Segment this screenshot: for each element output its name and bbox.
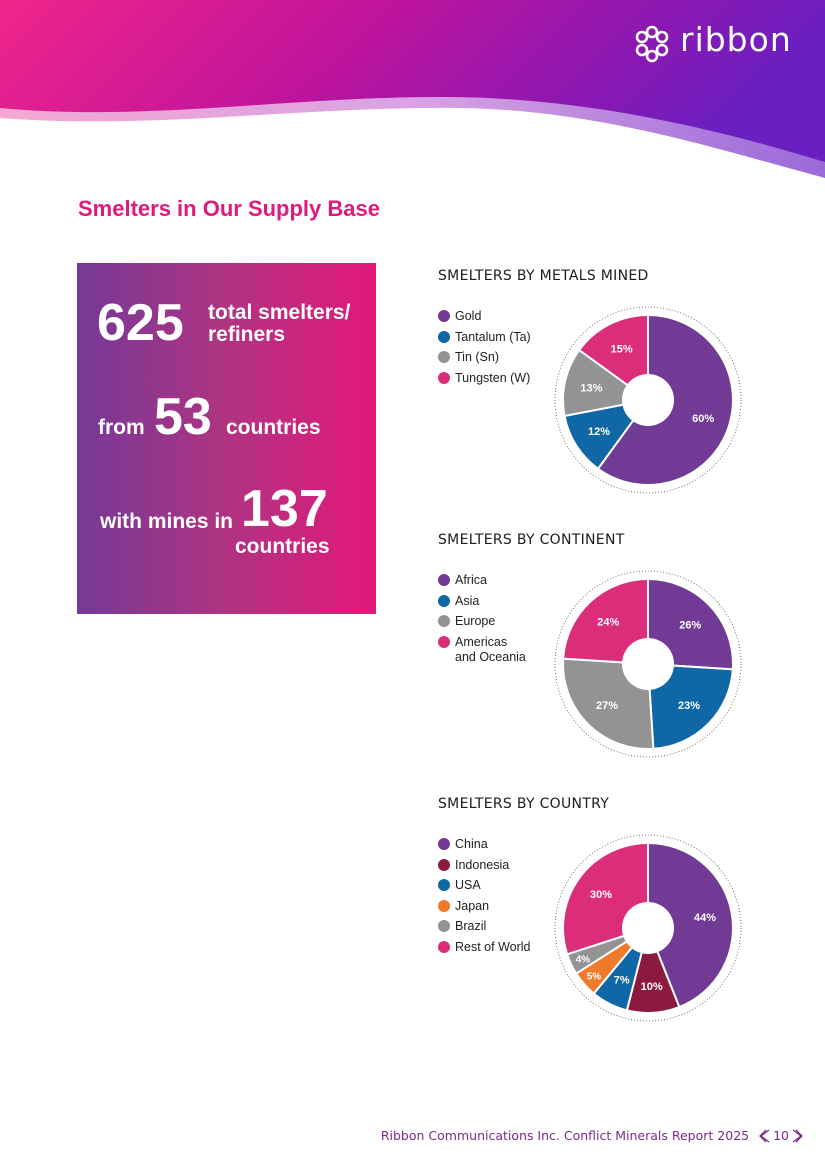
chart-title: SMELTERS BY CONTINENT [438,532,625,548]
brand-name: ribbon [680,20,792,59]
legend-label: Asia [455,593,480,608]
chart-legend: Gold Tantalum (Ta) Tin (Sn) Tungsten (W) [438,309,531,391]
slice-value-label: 44% [694,912,716,924]
legend-label: Tungsten (W) [455,370,531,385]
slice-value-label: 12% [588,426,610,438]
legend-item: Europe [438,614,526,635]
chart-legend: Africa Asia Europe Americas and Oceania [438,573,526,671]
slice-value-label: 13% [580,382,602,394]
total-label-line2: refiners [208,323,286,346]
chart-outer-ring [554,570,742,758]
legend-item: Rest of World [438,940,531,961]
chart-title: SMELTERS BY COUNTRY [438,796,610,812]
mines-number: 137 [241,480,328,538]
legend-item: China [438,837,531,858]
legend-swatch [438,858,450,871]
legend-item: Tantalum (Ta) [438,330,531,351]
legend-label: Americas [455,634,508,649]
legend-label: Tantalum (Ta) [455,329,531,344]
legend-label: Africa [455,573,487,587]
from-word: from [98,416,145,439]
legend-label: Gold [455,309,482,323]
mines-prefix: with mines in [100,510,234,533]
slice-value-label: 4% [576,955,591,966]
chart-legend: China Indonesia USA Japan Brazil Rest of… [438,837,531,961]
legend-swatch [438,635,450,648]
slice-value-label: 15% [611,343,633,355]
chart-outer-ring [554,834,742,1022]
legend-label: Rest of World [455,939,531,954]
legend-label: China [455,837,488,851]
slice-value-label: 5% [587,972,602,983]
legend-item: Tin (Sn) [438,350,531,371]
legend-swatch [438,371,450,384]
pie-slice-asia [646,662,734,750]
legend-item: Americas and Oceania [438,635,526,671]
footer-text: Ribbon Communications Inc. Conflict Mine… [380,1128,750,1143]
legend-swatch [438,879,450,892]
legend-swatch [438,574,450,586]
stats-panel: 625 total smelters/ refiners from 53 cou… [77,263,376,614]
legend-item: USA [438,878,531,899]
pie-slice-americas [562,577,649,666]
total-label-line1: total smelters/ [208,301,351,324]
page-number: 10 [773,1128,789,1143]
pie-slice-china [647,841,734,1009]
legend-item: Japan [438,899,531,920]
pie-slice-africa [647,577,734,671]
legend-swatch [438,940,450,953]
legend-swatch [438,351,450,364]
legend-swatch [438,310,450,322]
legend-swatch [438,594,450,607]
donut-hole [622,374,674,426]
pie-slice-tantalum-ta [563,398,651,471]
donut-hole [622,638,674,690]
legend-item: Indonesia [438,858,531,879]
ribbon-logo-icon [635,25,669,63]
donut-chart: 44% 10% 7% 5% 4% 30% [554,834,742,1022]
pie-slice-tungsten-w [577,313,649,402]
donut-hole [622,902,674,954]
slice-value-label: 7% [614,975,630,987]
legend-item: Africa [438,573,526,594]
donut-chart: 26% 23% 27% 24% [554,570,742,758]
legend-swatch [438,330,450,343]
page-title: Smelters in Our Supply Base [78,196,380,221]
legend-swatch [438,615,450,628]
countries-word: countries [226,416,321,439]
legend-swatch [438,899,450,912]
legend-label: Tin (Sn) [455,350,499,365]
mines-suffix: countries [235,535,330,558]
legend-label: Indonesia [455,857,510,872]
slice-value-label: 10% [641,981,663,993]
pagination: 10 [759,1128,803,1143]
chart-title: SMELTERS BY METALS MINED [438,268,649,284]
legend-label: USA [455,878,481,893]
page-footer: Ribbon Communications Inc. Conflict Mine… [381,1128,803,1143]
slice-value-label: 60% [692,413,714,425]
chart-outer-ring [554,306,742,494]
legend-label-line2: and Oceania [455,649,526,664]
legend-item: Tungsten (W) [438,371,531,392]
legend-swatch [438,920,450,933]
legend-label: Europe [455,614,496,629]
slice-value-label: 27% [596,700,618,712]
legend-item: Asia [438,594,526,615]
slice-value-label: 23% [678,700,700,712]
legend-label: Japan [455,898,490,913]
slice-value-label: 24% [597,617,619,629]
legend-label: Brazil [455,919,487,934]
donut-chart: 60% 12% 13% 15% [554,306,742,494]
ribbon-logo[interactable]: ribbon [632,20,791,64]
slice-value-label: 30% [590,889,612,901]
total-smelters-number: 625 [97,294,184,352]
prev-page-icon[interactable] [759,1128,771,1143]
slice-value-label: 26% [679,619,701,631]
legend-item: Brazil [438,919,531,940]
legend-item: Gold [438,309,531,330]
header-wave-banner [0,0,825,178]
next-page-icon[interactable] [791,1128,803,1143]
legend-swatch [438,838,450,850]
countries-number: 53 [154,388,212,446]
